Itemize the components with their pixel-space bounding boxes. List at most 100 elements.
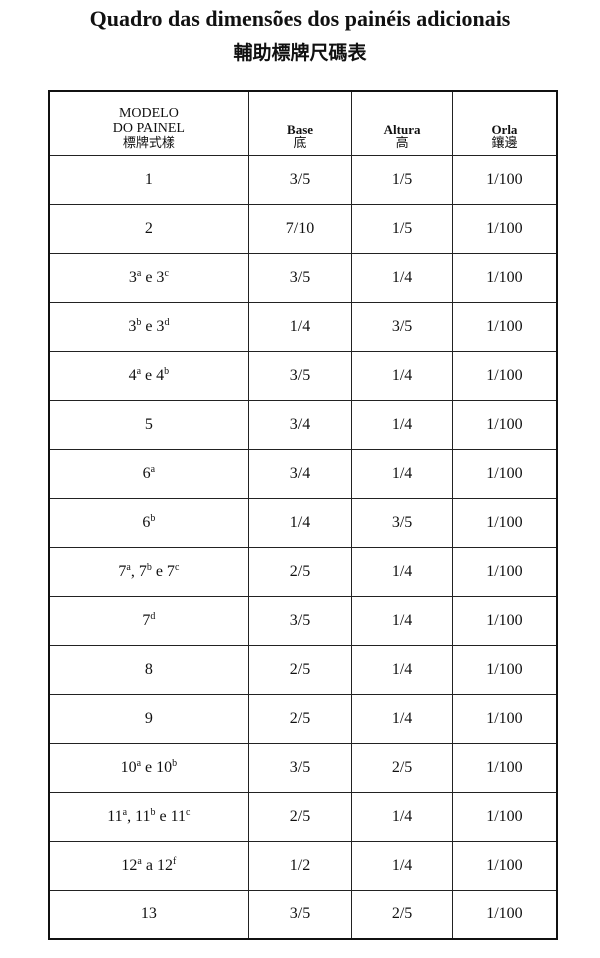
model-superscript: c	[186, 806, 191, 818]
model-text: 3	[128, 317, 137, 335]
model-superscript: a	[136, 757, 142, 769]
table-body: 1 3/5 1/5 1/100 2 7/10 1/5 1/100 3a e 3c 3/5 1/4 1/…	[48, 154, 558, 940]
table-row: 3a e 3c 3/5 1/4 1/100	[48, 252, 558, 303]
dimensions-table: MODELO DO PAINEL 標牌式樣 Base 底 Altura 高 Or…	[48, 90, 558, 940]
cell-orla: 1/100	[451, 399, 558, 450]
cell-orla: 1/100	[451, 252, 558, 303]
model-superscript: a	[150, 463, 156, 475]
cell-orla: 1/100	[451, 840, 558, 891]
cell-altura: 1/4	[351, 595, 453, 646]
cell-altura: 1/4	[351, 399, 453, 450]
model-text: e 3	[141, 317, 165, 335]
model-superscript: a	[136, 365, 142, 377]
cell-orla: 1/100	[451, 595, 558, 646]
cell-altura: 1/4	[351, 546, 453, 597]
page-title: Quadro das dimensões dos painéis adicion…	[89, 6, 511, 31]
cell-base: 3/4	[247, 399, 353, 450]
model-text: 6	[142, 513, 151, 531]
model-text: a 12	[141, 856, 173, 874]
model-text: 7	[142, 611, 151, 629]
header-orla: Orla 鑲邊	[451, 90, 558, 156]
page-subtitle: 輔助標牌尺碼表	[233, 42, 367, 64]
table-row: 4a e 4b 3/5 1/4 1/100	[48, 350, 558, 401]
cell-altura: 3/5	[351, 301, 453, 352]
cell-altura: 1/4	[351, 644, 453, 695]
model-superscript: b	[150, 806, 156, 818]
cell-base: 3/4	[247, 448, 353, 499]
model-text: 6	[142, 464, 151, 482]
model-text: 5	[144, 415, 153, 433]
cell-altura: 2/5	[351, 742, 453, 793]
cell-base: 3/5	[247, 252, 353, 303]
cell-altura: 1/4	[351, 448, 453, 499]
table-row: 10a e 10b 3/5 2/5 1/100	[48, 742, 558, 793]
header-model-zh: 標牌式樣	[122, 135, 175, 151]
header-model-line2: DO PAINEL	[112, 120, 185, 136]
cell-altura: 1/4	[351, 350, 453, 401]
model-text: 8	[144, 660, 153, 678]
cell-base: 3/5	[247, 742, 353, 793]
model-superscript: b	[136, 316, 142, 328]
table-row: 3b e 3d 1/4 3/5 1/100	[48, 301, 558, 352]
cell-model: 13	[48, 889, 249, 940]
model-text: e 4	[141, 366, 165, 384]
model-text: 12	[121, 856, 138, 874]
table-row: 9 2/5 1/4 1/100	[48, 693, 558, 744]
table-row: 13 3/5 2/5 1/100	[48, 889, 558, 940]
cell-orla: 1/100	[451, 546, 558, 597]
model-text: e 11	[155, 807, 187, 825]
table-row: 12a a 12f 1/2 1/4 1/100	[48, 840, 558, 891]
cell-altura: 1/5	[351, 154, 453, 205]
model-superscript: b	[146, 561, 152, 573]
cell-model: 6b	[48, 497, 249, 548]
table-row: 11a, 11b e 11c 2/5 1/4 1/100	[48, 791, 558, 842]
cell-altura: 1/4	[351, 693, 453, 744]
model-text: e 3	[141, 268, 165, 286]
cell-base: 7/10	[247, 203, 353, 254]
cell-model: 5	[48, 399, 249, 450]
cell-model: 10a e 10b	[48, 742, 249, 793]
model-text: 4	[128, 366, 137, 384]
model-superscript: f	[172, 855, 177, 867]
cell-base: 3/5	[247, 889, 353, 940]
model-text: 3	[128, 268, 137, 286]
cell-orla: 1/100	[451, 203, 558, 254]
cell-orla: 1/100	[451, 301, 558, 352]
cell-orla: 1/100	[451, 889, 558, 940]
header-base-zh: 底	[293, 135, 307, 151]
cell-model: 1	[48, 154, 249, 205]
header-row: MODELO DO PAINEL 標牌式樣 Base 底 Altura 高 Or…	[48, 90, 558, 156]
model-superscript: a	[137, 855, 142, 867]
model-text: 1	[144, 170, 153, 188]
model-text: , 7	[130, 562, 147, 580]
header-altura-label: Altura	[383, 121, 421, 137]
model-superscript: c	[164, 267, 169, 279]
model-superscript: a	[136, 267, 142, 279]
table-row: 6a 3/4 1/4 1/100	[48, 448, 558, 499]
table-row: 8 2/5 1/4 1/100	[48, 644, 558, 695]
cell-model: 11a, 11b e 11c	[48, 791, 249, 842]
cell-model: 7d	[48, 595, 249, 646]
cell-altura: 2/5	[351, 889, 453, 940]
cell-altura: 1/4	[351, 840, 453, 891]
table-row: 7a, 7b e 7c 2/5 1/4 1/100	[48, 546, 558, 597]
cell-altura: 1/4	[351, 252, 453, 303]
header-altura-zh: 高	[395, 135, 409, 151]
cell-base: 3/5	[247, 154, 353, 205]
model-superscript: b	[150, 512, 156, 524]
cell-orla: 1/100	[451, 693, 558, 744]
cell-orla: 1/100	[451, 742, 558, 793]
cell-orla: 1/100	[451, 350, 558, 401]
cell-altura: 1/5	[351, 203, 453, 254]
header-model-line1: MODELO	[118, 105, 179, 121]
table-row: 7d 3/5 1/4 1/100	[48, 595, 558, 646]
cell-model: 3b e 3d	[48, 301, 249, 352]
model-superscript: a	[122, 806, 128, 818]
cell-base: 1/4	[247, 497, 353, 548]
cell-model: 12a a 12f	[48, 840, 249, 891]
header-altura: Altura 高	[351, 90, 453, 156]
table-row: 1 3/5 1/5 1/100	[48, 154, 558, 205]
cell-model: 9	[48, 693, 249, 744]
model-text: , 11	[127, 807, 151, 825]
header-orla-zh: 鑲邊	[491, 135, 518, 151]
